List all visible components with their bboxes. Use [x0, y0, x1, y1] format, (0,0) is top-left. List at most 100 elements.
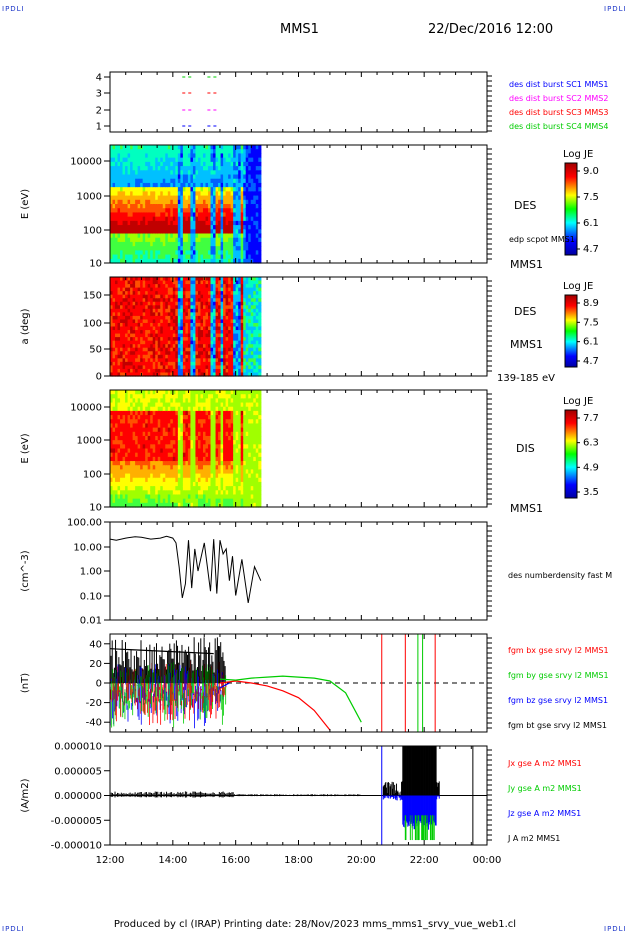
- heatmap-cell: [132, 330, 136, 335]
- heatmap-cell: [200, 415, 204, 420]
- heatmap-cell: [160, 191, 164, 197]
- heatmap-cell: [190, 344, 194, 349]
- heatmap-cell: [187, 456, 192, 462]
- heatmap-cell: [197, 498, 202, 504]
- heatmap-cell: [230, 322, 234, 328]
- heatmap-cell: [137, 301, 141, 306]
- heatmap-cell: [110, 149, 114, 155]
- heatmap-cell: [195, 308, 199, 313]
- heatmap-cell: [215, 326, 219, 331]
- heatmap-cell: [200, 277, 204, 282]
- heatmap-cell: [248, 402, 252, 408]
- heatmap-cell: [130, 431, 134, 437]
- heatmap-cell: [210, 322, 214, 328]
- heatmap-cell: [120, 204, 124, 209]
- heatmap-cell: [225, 337, 229, 342]
- heatmap-cell: [115, 423, 119, 429]
- heatmap-cell: [187, 298, 192, 303]
- heatmap-cell: [225, 465, 229, 470]
- heatmap-cell: [235, 494, 239, 500]
- heatmap-cell: [235, 287, 239, 292]
- heatmap-cell: [187, 145, 192, 150]
- heatmap-cell: [142, 477, 146, 483]
- heatmap-cell: [115, 195, 119, 201]
- heatmap-cell: [205, 461, 209, 466]
- heatmap-cell: [195, 431, 199, 437]
- heatmap-cell: [165, 187, 169, 192]
- heatmap-cell: [145, 298, 149, 303]
- heatmap-cell: [192, 347, 197, 352]
- heatmap-cell: [220, 208, 224, 214]
- heatmap-cell: [142, 344, 146, 349]
- heatmap-cell: [238, 394, 242, 399]
- heatmap-cell: [147, 149, 151, 155]
- heatmap-cell: [155, 157, 159, 163]
- heatmap-cell: [192, 333, 197, 338]
- heatmap-cell: [110, 229, 114, 235]
- heatmap-cell: [205, 237, 209, 243]
- heatmap-cell: [142, 361, 146, 366]
- heatmap-cell: [195, 233, 199, 239]
- heatmap-cell: [140, 208, 144, 214]
- heatmap-cell: [238, 452, 242, 458]
- heatmap-cell: [135, 372, 139, 377]
- heatmap-cell: [177, 199, 181, 205]
- heatmap-cell: [180, 322, 184, 328]
- heatmap-cell: [240, 187, 244, 192]
- heatmap-cell: [195, 461, 199, 466]
- heatmap-cell: [187, 419, 192, 425]
- heatmap-cell: [127, 431, 131, 437]
- heatmap-cell: [162, 440, 166, 445]
- heatmap-cell: [180, 465, 184, 470]
- heatmap-cell: [180, 372, 184, 377]
- heatmap-cell: [120, 319, 124, 324]
- heatmap-cell: [202, 415, 207, 420]
- heatmap-cell: [162, 161, 166, 167]
- heatmap-cell: [215, 246, 219, 251]
- heatmap-cell: [235, 212, 239, 218]
- heatmap-cell: [245, 294, 249, 299]
- heatmap-cell: [162, 229, 166, 235]
- heatmap-cell: [135, 486, 139, 491]
- heatmap-cell: [150, 174, 154, 180]
- heatmap-cell: [248, 294, 252, 299]
- heatmap-cell: [197, 398, 202, 404]
- heatmap-cell: [240, 237, 244, 243]
- heatmap-cell: [150, 394, 154, 399]
- heatmap-cell: [122, 494, 126, 500]
- heatmap-cell: [223, 351, 227, 356]
- heatmap-cell: [162, 469, 166, 475]
- heatmap-cell: [177, 481, 181, 487]
- heatmap-cell: [223, 410, 227, 416]
- heatmap-cell: [142, 250, 146, 256]
- heatmap-cell: [112, 494, 116, 500]
- heatmap-cell: [162, 225, 166, 230]
- heatmap-cell: [180, 250, 184, 256]
- heatmap-cell: [120, 469, 124, 475]
- heatmap-cell: [145, 361, 149, 366]
- heatmap-cell: [202, 312, 207, 317]
- heatmap-cell: [147, 204, 151, 209]
- heatmap-cell: [122, 170, 126, 176]
- heatmap-cell: [127, 315, 131, 321]
- heatmap-cell: [167, 406, 171, 412]
- heatmap-cell: [202, 280, 207, 285]
- heatmap-cell: [200, 361, 204, 366]
- heatmap-cell: [140, 250, 144, 256]
- heatmap-cell: [208, 298, 212, 303]
- heatmap-cell: [197, 157, 202, 163]
- heatmap-cell: [223, 415, 227, 420]
- heatmap-cell: [192, 431, 197, 437]
- heatmap-cell: [167, 174, 171, 180]
- heatmap-cell: [200, 456, 204, 462]
- heatmap-cell: [117, 237, 121, 243]
- heatmap-cell: [172, 448, 176, 454]
- heatmap-cell: [233, 199, 237, 205]
- heatmap-cell: [220, 486, 224, 491]
- heatmap-cell: [125, 301, 129, 306]
- heatmap-cell: [140, 153, 144, 159]
- heatmap-cell: [258, 246, 262, 251]
- heatmap-cell: [112, 291, 116, 296]
- heatmap-cell: [218, 280, 222, 285]
- heatmap-cell: [240, 354, 244, 359]
